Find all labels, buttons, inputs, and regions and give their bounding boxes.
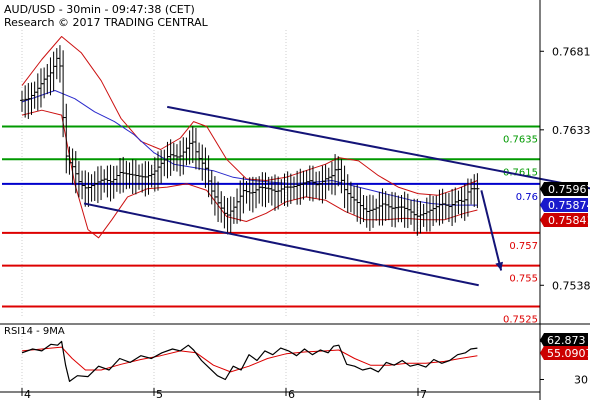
rsi-value-badge: 62.873: [540, 333, 588, 347]
x-tick-label: 7: [420, 388, 427, 400]
trend-channel: [83, 105, 590, 287]
x-tick-label: 5: [156, 388, 163, 400]
axis-labels: 0.7681 0.7633 0.7538 4 5 6 7 0.75967 0.75874 0.75…: [21, 45, 590, 400]
level-label-support: 0.755: [509, 274, 538, 285]
grid: [21, 30, 419, 389]
badge-lower_band: 0.75841: [540, 213, 590, 227]
badge-value: 62.873: [547, 334, 586, 347]
y-tick-label: 0.7538: [552, 279, 590, 292]
badge-moving_average: 0.75874: [540, 198, 590, 212]
channel-upper-line: [167, 105, 590, 190]
x-tick-label: 4: [24, 388, 31, 400]
badge-last_price: 0.75967: [540, 182, 590, 196]
bollinger-upper-line: [21, 36, 478, 196]
rsi-tick-label: 30: [574, 373, 588, 386]
badge-bg: [540, 346, 588, 360]
rsi-ma-badge: 55.0907: [540, 346, 590, 360]
level-label-pivot: 0.76: [516, 192, 538, 203]
badge-bg: [540, 333, 588, 347]
y-tick-label: 0.7633: [552, 124, 590, 137]
badge-bg: [540, 213, 588, 227]
badge-value: 55.0907: [547, 347, 590, 360]
forecast-arrow-head: [495, 261, 504, 271]
forecast-arrow-shaft: [480, 190, 503, 271]
level-label-resistance: 0.7615: [503, 167, 538, 178]
rsi-title: RSI14 - 9MA: [4, 326, 65, 337]
candlestick-series: [20, 45, 480, 236]
level-label-support: 0.757: [509, 241, 538, 252]
channel-lower-line: [83, 202, 479, 287]
badge-value: 0.75967: [548, 183, 590, 196]
horizontal-levels: 0.7635 0.7615 0.76 0.757 0.755 0.7525: [2, 125, 540, 326]
copyright-line: Research © 2017 TRADING CENTRAL: [4, 16, 208, 29]
badge-value: 0.75874: [548, 199, 590, 212]
level-label-resistance: 0.7635: [503, 135, 538, 146]
rsi-ma-line: [21, 346, 478, 373]
chart-title: AUD/USD - 30min - 09:47:38 (CET): [4, 3, 195, 16]
badge-bg: [540, 182, 588, 196]
rsi-line: [21, 340, 478, 382]
level-label-support: 0.7525: [503, 315, 538, 326]
bollinger-lower-line: [21, 109, 478, 239]
x-tick-label: 6: [288, 388, 295, 400]
y-tick-label: 0.7681: [552, 45, 590, 58]
badge-bg: [540, 198, 588, 212]
badge-value: 0.75841: [548, 214, 590, 227]
